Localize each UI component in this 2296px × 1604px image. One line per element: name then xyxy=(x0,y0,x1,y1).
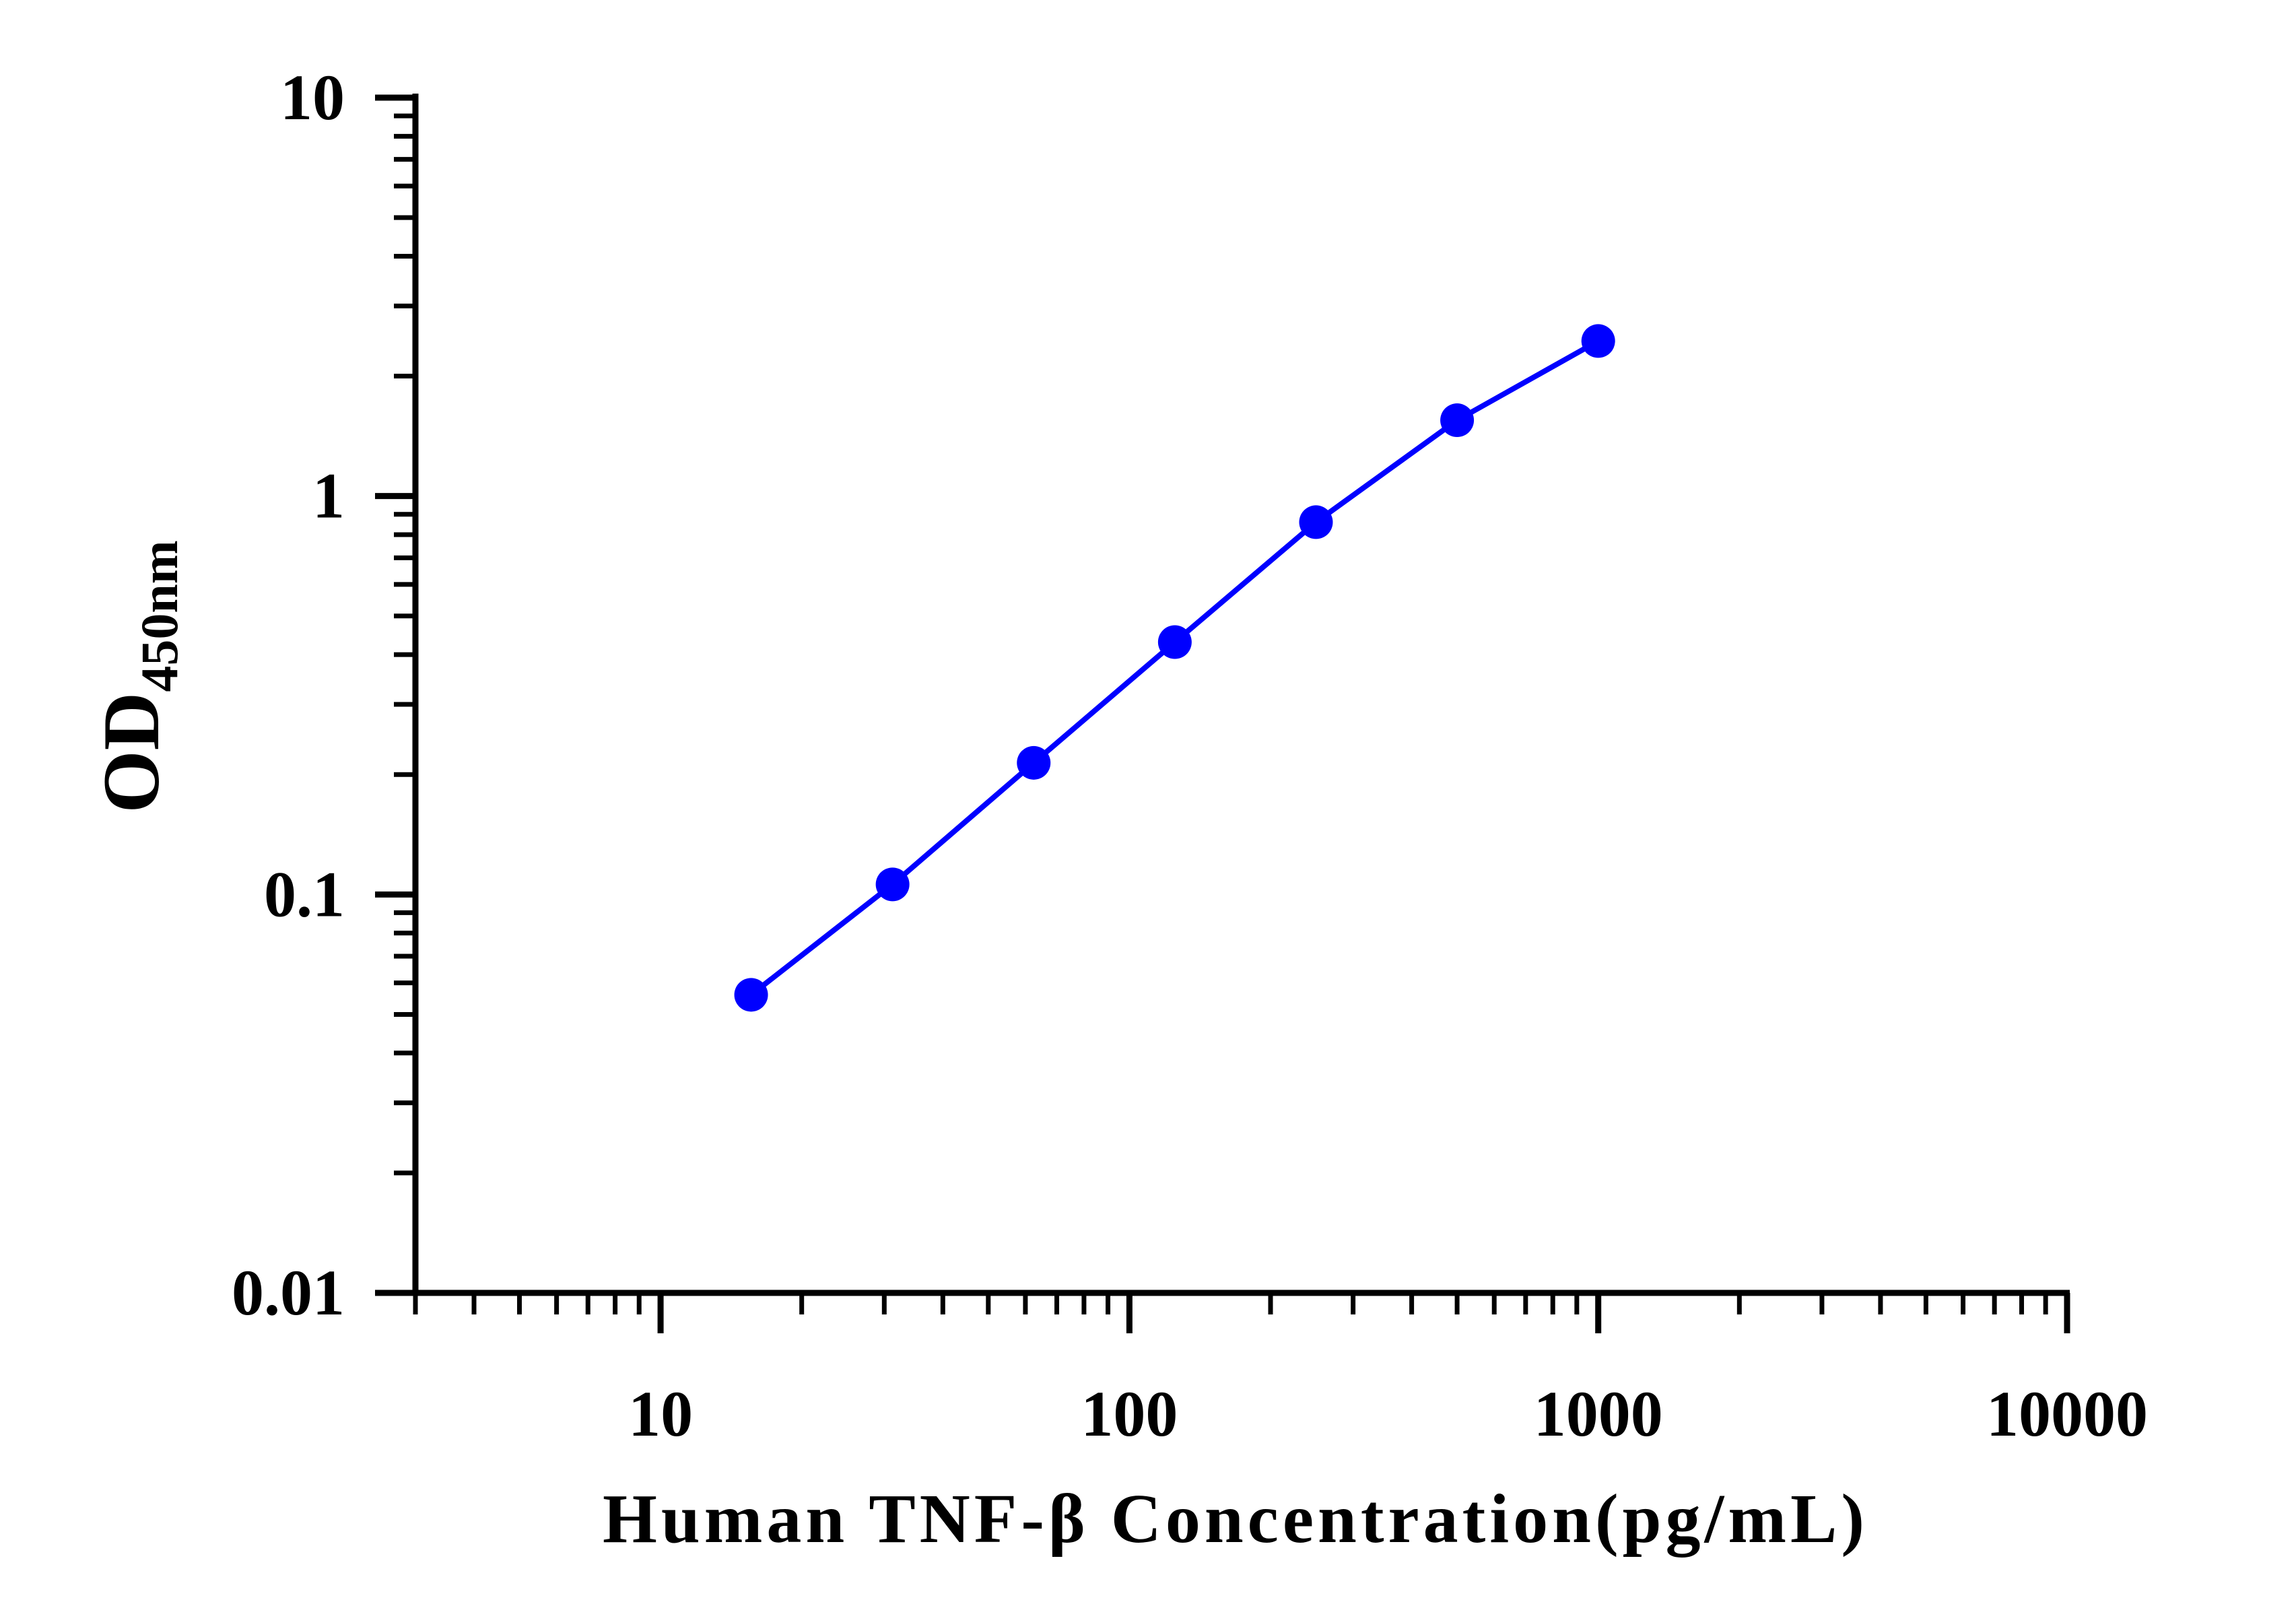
data-point xyxy=(1440,403,1475,438)
y-axis-title-subscript: 450nm xyxy=(130,540,189,692)
data-series xyxy=(734,324,1615,1012)
data-point xyxy=(875,867,910,902)
y-axis-tick-labels: 0.01 0.1 1 10 xyxy=(232,61,345,1329)
y-axis-title: OD450nm xyxy=(86,540,189,813)
x-axis-title: Human TNF-β Concentration(pg/mL) xyxy=(603,1480,1868,1558)
data-point xyxy=(1299,505,1333,539)
axes xyxy=(412,94,2070,1296)
data-point xyxy=(1017,745,1051,780)
x-tick-label: 10 xyxy=(628,1378,693,1450)
y-tick-label: 0.01 xyxy=(232,1257,345,1329)
data-point xyxy=(734,978,768,1012)
x-axis-ticks xyxy=(413,1293,2070,1333)
x-axis-tick-labels: 10 100 1000 10000 xyxy=(628,1378,2148,1450)
x-tick-label: 100 xyxy=(1081,1378,1178,1450)
y-tick-label: 1 xyxy=(312,460,345,532)
y-axis-ticks xyxy=(375,94,415,1296)
y-tick-label: 0.1 xyxy=(264,858,345,930)
series-line xyxy=(749,338,1600,997)
x-tick-label: 1000 xyxy=(1534,1378,1663,1450)
x-tick-label: 10000 xyxy=(1986,1378,2148,1450)
data-point xyxy=(1157,625,1192,659)
y-axis-title-main: OD xyxy=(86,692,176,813)
data-point xyxy=(1581,324,1615,358)
y-tick-label: 10 xyxy=(280,61,345,133)
